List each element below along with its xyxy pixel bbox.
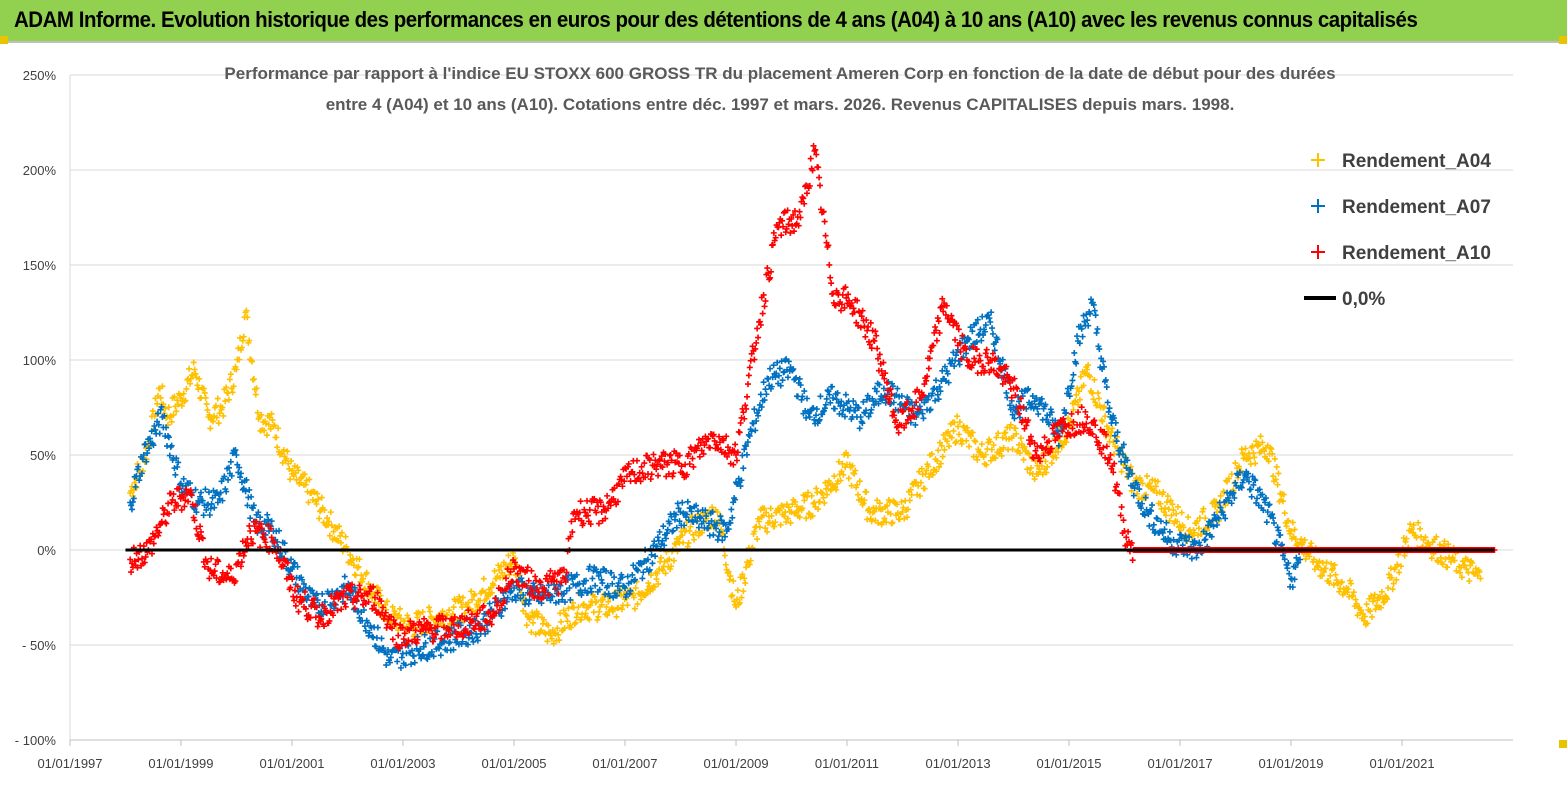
legend: Rendement_A04 Rendement_A07 Rendement_A10 0… (1304, 151, 1491, 310)
x-tick-label: 01/01/2013 (926, 756, 991, 771)
x-tick-label: 01/01/1997 (37, 756, 102, 771)
y-tick-label: 50% (30, 448, 56, 463)
y-tick-label: - 100% (15, 733, 57, 748)
x-tick-label: 01/01/2021 (1370, 756, 1435, 771)
x-tick-label: 01/01/2001 (259, 756, 324, 771)
grid-layer (70, 74, 1513, 741)
resize-handle-right[interactable] (1559, 740, 1567, 748)
resize-handle-top-left[interactable] (0, 36, 8, 44)
series-points-Rendement_A10 (127, 142, 1498, 652)
x-tick-label: 01/01/2019 (1258, 756, 1323, 771)
chart-title-line-2: entre 4 (A04) et 10 ans (A10). Cotations… (326, 95, 1235, 114)
x-tick-label: 01/01/2015 (1036, 756, 1101, 771)
x-tick-label: 01/01/2017 (1148, 756, 1213, 771)
y-tick-label: 200% (23, 163, 57, 178)
x-tick-label: 01/01/2011 (815, 756, 879, 771)
axis-layer: 250% 200% 150% 100% 50% 0% - 50% - 100% 01/01/19… (15, 68, 1513, 771)
resize-handle-top-right[interactable] (1559, 36, 1567, 44)
legend-label: Rendement_A07 (1342, 197, 1491, 218)
series-points-Rendement_A04 (127, 307, 1484, 647)
y-tick-label: 150% (23, 258, 57, 273)
x-tick-label: 01/01/2009 (703, 756, 768, 771)
points-layer (127, 142, 1498, 671)
performance-chart: 250% 200% 150% 100% 50% 0% - 50% - 100% 01/01/19… (15, 64, 1513, 771)
report-header: ADAM Informe. Evolution historique des p… (0, 0, 1567, 43)
series-Rendement_A10 (127, 142, 1498, 652)
legend-label: Rendement_A10 (1342, 243, 1491, 264)
x-tick-label: 01/01/1999 (148, 756, 213, 771)
chart-title-line-1: Performance par rapport à l'indice EU ST… (224, 64, 1335, 83)
series-Rendement_A04 (127, 307, 1484, 647)
legend-marker-Rendement_A10 (1311, 245, 1325, 259)
legend-label-reference: 0,0% (1342, 289, 1385, 310)
x-tick-label: 01/01/2007 (592, 756, 657, 771)
y-tick-label: - 50% (22, 638, 56, 653)
y-tick-label: 250% (23, 68, 57, 83)
legend-marker-Rendement_A07 (1311, 199, 1325, 213)
series-Rendement_A07 (127, 296, 1303, 671)
series-points-Rendement_A07 (127, 296, 1303, 671)
report-title: ADAM Informe. Evolution historique des p… (14, 7, 1418, 32)
x-tick-label: 01/01/2003 (370, 756, 435, 771)
x-tick-label: 01/01/2005 (481, 756, 546, 771)
y-tick-label: 100% (23, 353, 57, 368)
legend-label: Rendement_A04 (1342, 151, 1491, 172)
y-tick-label: 0% (37, 543, 56, 558)
legend-marker-Rendement_A04 (1311, 153, 1325, 167)
